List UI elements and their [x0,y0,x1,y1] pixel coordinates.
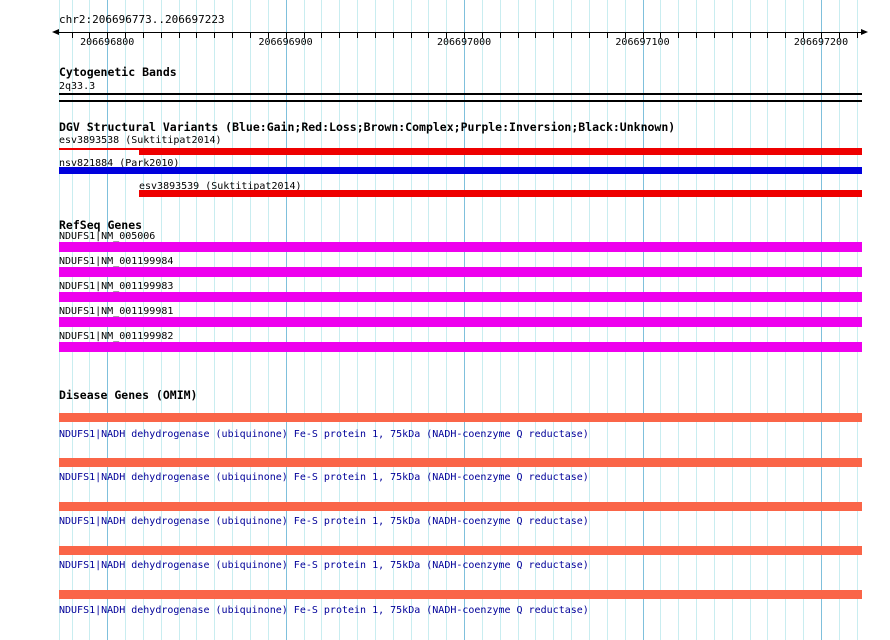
ruler-tick [214,33,216,38]
gene-bar[interactable] [59,267,862,277]
cytoband-label: 2q33.3 [59,81,96,92]
tick-label: 206697100 [615,37,670,48]
ruler-tick [481,33,483,38]
variant-bar-loss[interactable] [139,190,862,197]
section-title-refseq: RefSeq Genes [59,218,143,232]
ruler-tick [249,33,251,38]
ruler-tick [160,33,162,38]
ruler-tick [71,33,73,38]
gene-label: NDUFS1|NM_001199981 [59,306,174,317]
ruler-tick [624,33,626,38]
omim-gene-bar[interactable] [59,546,862,555]
ruler-tick [731,33,733,38]
omim-gene-bar[interactable] [59,590,862,599]
gene-bar[interactable] [59,342,862,352]
omim-gene-label: NDUFS1|NADH dehydrogenase (ubiquinone) F… [59,560,589,571]
tick-label: 206696900 [258,37,313,48]
gene-label: NDUFS1|NM_001199982 [59,331,174,342]
ruler-tick [339,33,341,38]
section-title-omim: Disease Genes (OMIM) [59,388,198,402]
omim-gene-label: NDUFS1|NADH dehydrogenase (ubiquinone) F… [59,472,589,483]
variant-bar-loss[interactable] [139,148,862,155]
gene-bar[interactable] [59,317,862,327]
ruler-tick [589,33,590,38]
gene-bar[interactable] [59,292,862,302]
ruler-tick [838,33,840,38]
variant-label: esv3893538 (Suktitipat2014) [59,135,222,146]
omim-gene-bar[interactable] [59,502,862,511]
cytoband-glyph[interactable] [59,93,862,102]
ruler-tick [571,33,573,38]
ruler-tick [642,33,644,39]
ruler-tick [89,33,91,38]
gene-label: NDUFS1|NM_001199983 [59,281,174,292]
section-title-cytogenetic-bands: Cytogenetic Bands [59,65,177,79]
tick-label: 206696800 [80,37,135,48]
variant-thin-segment[interactable] [59,148,139,150]
tick-label: 206697000 [437,37,492,48]
ruler-tick [499,33,501,38]
ruler-tick [392,33,394,38]
variant-bar-gain[interactable] [59,167,862,174]
ruler-tick [696,33,697,38]
ruler-tick [285,33,287,39]
ruler-tick [856,33,858,38]
omim-gene-label: NDUFS1|NADH dehydrogenase (ubiquinone) F… [59,605,589,616]
ruler-arrow-left-icon [52,29,59,35]
ruler-tick [535,33,537,38]
ruler-tick [357,33,358,38]
ruler-tick [107,33,109,39]
variant-label: nsv821884 (Park2010) [59,158,180,169]
tick-label: 206697200 [793,37,849,48]
omim-gene-label: NDUFS1|NADH dehydrogenase (ubiquinone) F… [59,429,589,440]
ruler-tick [803,33,805,38]
gene-label: NDUFS1|NM_001199984 [59,256,174,267]
ruler-tick [464,33,466,39]
ruler-tick [267,33,269,38]
ruler-tick [374,33,376,38]
region-label: chr2:206696773..206697223 [59,13,225,26]
ruler-tick [125,33,126,38]
variant-label: esv3893539 (Suktitipat2014) [139,181,302,192]
ruler-tick [303,33,305,38]
ruler-tick [749,33,751,38]
gene-bar[interactable] [59,242,862,252]
ruler-tick [678,33,680,38]
ruler-line [58,32,864,33]
ruler-tick [606,33,608,38]
ruler-tick [821,33,822,39]
ruler-tick [410,33,412,38]
ruler-tick [517,33,519,38]
ruler-tick [446,33,448,38]
ruler-tick [196,33,198,38]
ruler-tick [767,33,769,38]
section-title-dgv: DGV Structural Variants (Blue:Gain;Red:L… [59,120,676,134]
ruler-tick [713,33,715,38]
ruler-tick [232,33,234,38]
omim-gene-bar[interactable] [59,413,862,422]
ruler-tick [178,33,180,38]
ruler-tick [142,33,144,38]
ruler-tick [321,33,323,38]
ruler-arrow-right-icon [861,29,868,35]
omim-gene-bar[interactable] [59,458,862,467]
ruler-tick [428,33,430,38]
ruler-tick [553,33,555,38]
omim-gene-label: NDUFS1|NADH dehydrogenase (ubiquinone) F… [59,516,589,527]
ruler-tick [660,33,662,38]
gene-label: NDUFS1|NM_005006 [59,231,156,242]
ruler-tick [785,33,787,38]
